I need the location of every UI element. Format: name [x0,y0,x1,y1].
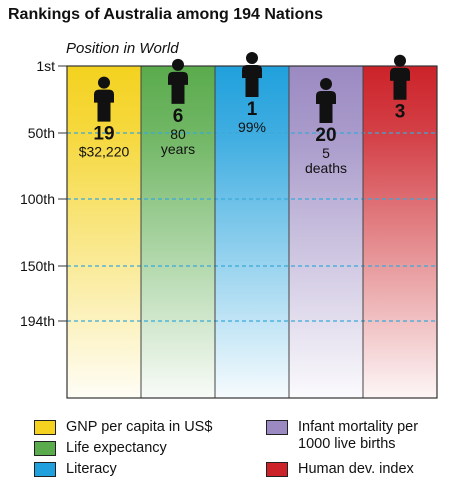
legend-label-human-dev-index: Human dev. index [298,461,414,477]
person-head-icon [394,54,406,67]
legend-swatch-human-dev-index [266,462,288,477]
legend-swatch-gnp [34,420,56,435]
column-3 [215,66,289,398]
y-tick-label: 100th [20,191,55,207]
legend-label-life-expectancy: Life expectancy [66,440,167,456]
rank-value-label: 1 [247,99,258,120]
legend-swatch-life-expectancy [34,441,56,456]
person-legs-icon [245,77,259,97]
column-2 [141,66,215,398]
y-tick-label: 50th [28,125,55,141]
person-torso-icon [390,67,410,81]
rank-detail-label: years [161,141,195,157]
legend-item-infant-mortality: Infant mortality per 1000 live births [266,419,419,453]
rank-marker-1 [94,76,114,122]
person-head-icon [172,58,184,71]
person-head-icon [98,76,110,89]
rank-marker-5 [390,54,410,100]
rank-detail-label: deaths [305,160,347,176]
column-5 [363,66,437,398]
chart-area: Position in World 1st 50th 100th 150th 194th 1… [20,40,438,399]
person-legs-icon [171,83,185,104]
legend-swatch-literacy [34,462,56,477]
chart-title: Rankings of Australia among 194 Nations [8,6,324,23]
legend-swatch-infant-mortality [266,420,288,435]
person-legs-icon [393,79,407,100]
y-tick-label: 150th [20,258,55,274]
rank-value-label: 3 [395,102,406,123]
rank-detail-label: 80 [170,126,186,142]
legend-label-infant-mortality: Infant mortality per 1000 live births [298,419,419,452]
y-axis-label: Position in World [66,40,179,57]
person-legs-icon [319,102,333,123]
legend-item-human-dev-index: Human dev. index [266,461,414,478]
rank-value-label: 6 [173,106,184,127]
rank-marker-4 [316,77,336,123]
y-tick-label: 1st [36,58,55,74]
legend-item-literacy: Literacy [34,461,117,478]
rank-marker-2 [168,58,188,104]
rank-detail-label: $32,220 [79,144,130,160]
y-tick-label: 194th [20,313,55,329]
person-torso-icon [242,65,262,78]
person-torso-icon [168,71,188,85]
person-head-icon [320,77,332,90]
rank-detail-label: 5 [322,145,330,161]
person-head-icon [246,52,258,64]
rank-value-label: 19 [93,124,114,145]
person-legs-icon [97,101,111,122]
rank-detail-label: 99% [238,119,266,135]
legend-label-literacy: Literacy [66,461,117,477]
person-torso-icon [94,89,114,103]
person-torso-icon [316,90,336,104]
rank-value-label: 20 [315,125,336,146]
legend-item-gnp: GNP per capita in US$ [34,419,213,436]
legend-label-gnp: GNP per capita in US$ [66,419,213,435]
rank-marker-3 [242,52,262,97]
legend-item-life-expectancy: Life expectancy [34,440,167,457]
